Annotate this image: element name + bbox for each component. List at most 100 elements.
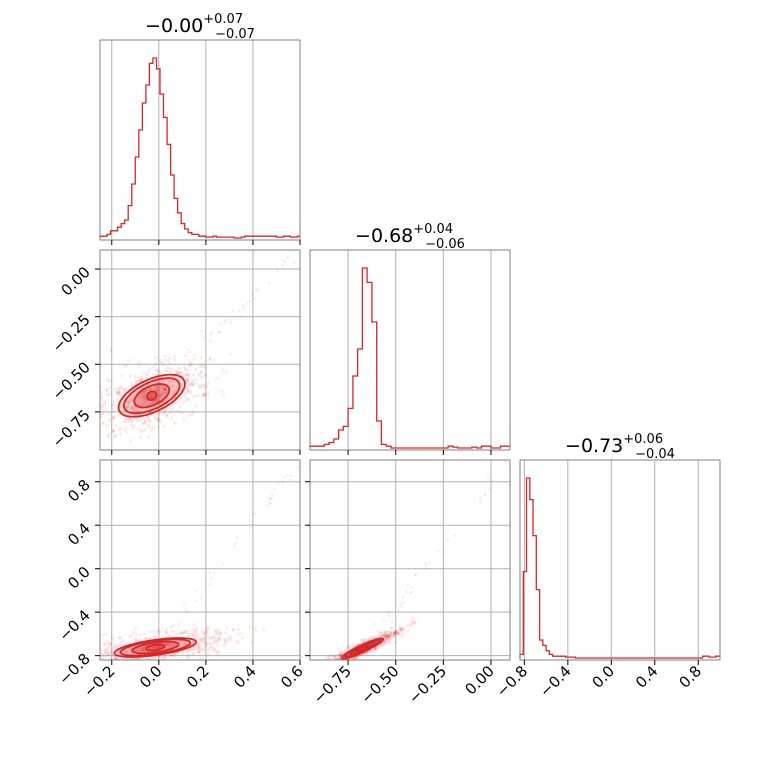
scatter-point <box>313 671 316 674</box>
scatter-point <box>254 629 258 633</box>
scatter-point <box>360 638 364 642</box>
scatter-point <box>140 429 144 433</box>
scatter-point <box>102 643 106 647</box>
scatter-point <box>354 656 358 660</box>
scatter-point <box>143 421 147 425</box>
scatter-point <box>392 635 396 639</box>
scatter-point <box>161 386 165 390</box>
scatter-point <box>194 394 198 398</box>
scatter-point <box>389 632 393 636</box>
scatter-point <box>223 640 227 644</box>
scatter-point <box>387 638 391 643</box>
scatter-point <box>109 642 113 646</box>
scatter-point <box>188 382 192 386</box>
contour-fill <box>120 639 191 656</box>
scatter-point <box>150 394 154 398</box>
scatter-point <box>229 635 233 639</box>
scatter-point <box>195 636 199 640</box>
scatter-point <box>392 631 397 635</box>
scatter-point <box>102 651 106 655</box>
scatter-point <box>327 655 331 659</box>
scatter-point <box>94 648 97 651</box>
scatter-point <box>86 400 89 403</box>
x-tick-label: 0.4 <box>230 662 260 692</box>
scatter-point <box>390 631 394 635</box>
scatter-point <box>178 399 182 404</box>
scatter-point <box>276 481 280 485</box>
scatter-point <box>382 634 386 638</box>
scatter-point <box>184 630 189 634</box>
scatter-point <box>142 647 146 651</box>
scatter-point <box>490 479 494 483</box>
y-tick-label: −0.50 <box>49 358 94 403</box>
scatter-point <box>133 374 137 378</box>
scatter-point <box>236 632 240 637</box>
scatter-point <box>182 373 187 377</box>
scatter-point <box>223 637 227 642</box>
scatter-point <box>216 639 220 643</box>
scatter-point <box>183 641 187 645</box>
scatter-point <box>130 419 134 423</box>
scatter-point <box>177 623 181 627</box>
scatter-point <box>149 394 153 398</box>
scatter-point <box>169 642 173 646</box>
scatter-point <box>351 643 355 647</box>
scatter-point <box>154 362 158 366</box>
scatter-point <box>128 401 132 405</box>
scatter-point <box>169 370 173 374</box>
scatter-point <box>185 380 189 384</box>
scatter-point <box>143 398 147 402</box>
scatter-point <box>270 493 274 497</box>
scatter-point <box>385 639 389 643</box>
scatter-point <box>125 418 130 422</box>
scatter-point <box>108 642 112 646</box>
scatter-point <box>394 640 398 645</box>
scatter-point <box>100 411 104 415</box>
scatter-point <box>354 655 358 659</box>
scatter-point <box>115 390 119 395</box>
scatter-point <box>268 501 272 504</box>
scatter-point <box>127 359 131 363</box>
scatter-point <box>229 637 233 642</box>
scatter-point <box>156 397 160 401</box>
scatter-point <box>338 653 342 657</box>
scatter-point <box>333 661 336 664</box>
scatter-point <box>133 648 137 652</box>
scatter-point <box>142 632 146 636</box>
scatter-point <box>373 646 377 651</box>
scatter-point <box>128 641 132 645</box>
scatter-point <box>181 631 185 635</box>
scatter-point <box>103 651 108 655</box>
scatter-point <box>192 648 196 652</box>
scatter-point <box>138 633 142 637</box>
scatter-point <box>391 634 395 638</box>
scatter-point <box>173 632 177 636</box>
scatter-point <box>216 643 220 648</box>
scatter-point <box>187 372 191 376</box>
scatter-point <box>100 388 103 393</box>
scatter-point <box>211 649 215 653</box>
scatter-point <box>138 435 143 439</box>
scatter-point <box>191 640 196 644</box>
scatter-point <box>141 422 145 426</box>
scatter-point <box>104 388 109 393</box>
histogram-step <box>309 267 510 449</box>
scatter-point <box>389 638 393 642</box>
scatter-point <box>396 632 400 636</box>
scatter-point <box>139 376 143 380</box>
scatter-point <box>44 664 47 667</box>
scatter-point <box>398 625 402 629</box>
scatter-point <box>148 402 152 406</box>
scatter-point <box>382 634 386 638</box>
scatter-point <box>424 567 428 570</box>
contour-fill <box>123 378 180 414</box>
scatter-point <box>326 655 330 659</box>
scatter-point <box>396 631 400 635</box>
scatter-point <box>168 411 172 415</box>
scatter-point <box>184 369 188 373</box>
x-tick-label: −0.4 <box>536 662 574 700</box>
scatter-point <box>106 652 110 656</box>
scatter-point <box>104 408 108 412</box>
scatter-point <box>200 395 205 399</box>
scatter-point <box>376 629 380 633</box>
